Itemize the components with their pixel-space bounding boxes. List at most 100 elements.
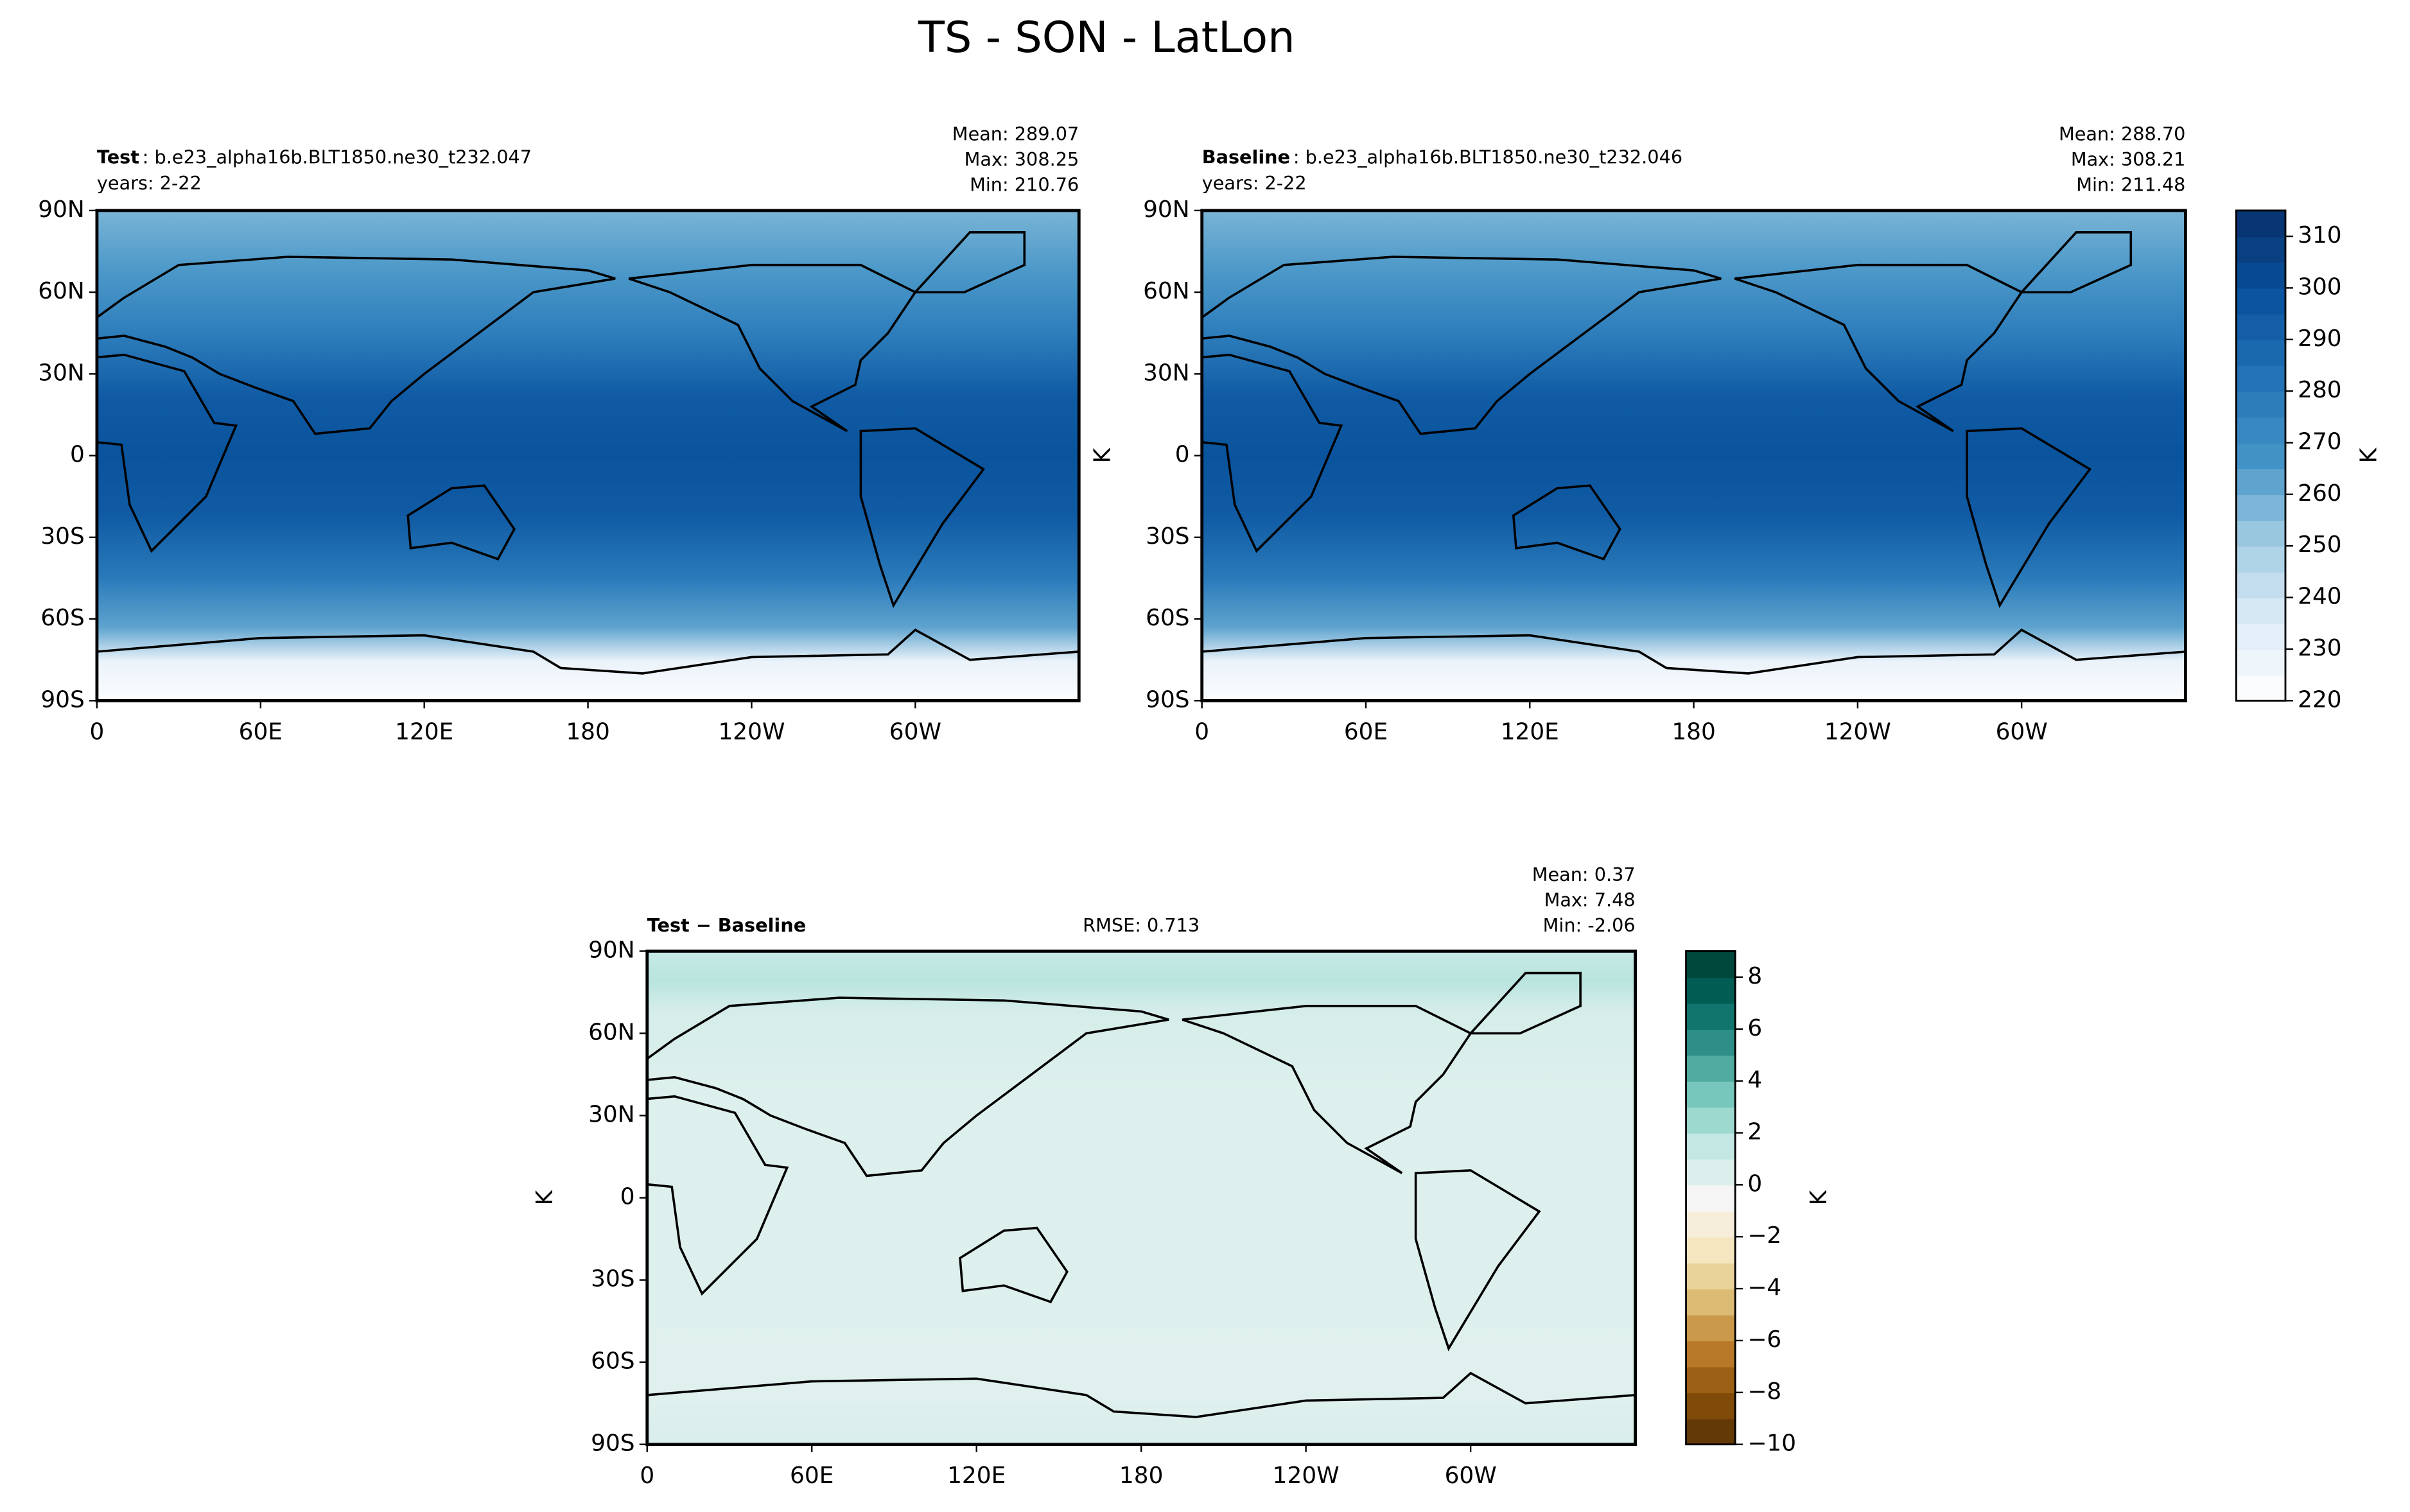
colorbar-level	[2236, 597, 2285, 624]
colorbar-level	[2236, 442, 2285, 469]
colorbar-level	[1686, 1314, 1736, 1342]
colorbar-tick-label: 270	[2298, 429, 2341, 455]
colorbar-tick-label: 280	[2298, 377, 2341, 403]
colorbar-tick-label: 4	[1747, 1067, 1762, 1093]
y-tick-label: 60N	[588, 1019, 635, 1045]
colorbar-tick-label: 290	[2298, 326, 2341, 352]
colorbar-tick-label: 6	[1747, 1015, 1762, 1041]
y-tick-label: 90N	[588, 937, 635, 963]
figure-title: TS - SON - LatLon	[918, 12, 1295, 62]
colorbar-tick-label: 310	[2298, 222, 2341, 248]
coastline	[1201, 256, 1722, 435]
y-tick-label: 60S	[1146, 605, 1189, 631]
colorbar-level	[1686, 1029, 1736, 1056]
y-tick-label: 30N	[588, 1102, 635, 1128]
colorbar-level	[2236, 675, 2285, 702]
y-tick-label: 60S	[40, 605, 84, 631]
coastline	[96, 256, 616, 435]
colorbar-level	[2236, 494, 2285, 521]
y-tick-label: 30N	[38, 360, 84, 386]
x-tick-label: 0	[90, 719, 105, 745]
case-name: : b.e23_alpha16b.BLT1850.ne30_t232.047	[143, 146, 532, 168]
colorbar-level	[1686, 1158, 1736, 1186]
coastline	[1201, 628, 2186, 701]
colorbar-tick-label: 250	[2298, 532, 2341, 558]
colorbar-level	[1686, 1366, 1736, 1394]
x-tick-label: 60W	[1445, 1463, 1497, 1489]
colorbar-level	[2236, 210, 2285, 238]
y-tick-label: 0	[1175, 442, 1190, 468]
colorbar-level	[1686, 977, 1736, 1004]
colorbar-level	[2236, 339, 2285, 367]
colorbar-level	[1686, 1418, 1736, 1445]
colorbar-level	[2236, 262, 2285, 289]
y-tick-label: 0	[620, 1184, 635, 1210]
colorbar-level	[1686, 1237, 1736, 1264]
colorbar-tick-label: −8	[1747, 1378, 1781, 1405]
coastline	[2019, 231, 2133, 293]
colorbar-level	[2236, 468, 2285, 496]
x-tick-label: 60W	[1996, 719, 2048, 745]
y-axis-label: K	[532, 1189, 558, 1205]
case-name: : b.e23_alpha16b.BLT1850.ne30_t232.046	[1293, 146, 1682, 168]
colorbar-level	[2236, 623, 2285, 650]
colorbar-level	[1686, 1185, 1736, 1212]
stat: Min: -2.06	[1543, 914, 1636, 936]
land	[96, 231, 1079, 701]
y-tick-label: 90S	[1146, 686, 1189, 713]
stat: Mean: 0.37	[1532, 864, 1636, 885]
y-tick-label: 60N	[1143, 278, 1189, 304]
coastline	[1966, 427, 2092, 609]
y-tick-label: 30S	[591, 1266, 634, 1292]
colorbar-level	[1686, 951, 1736, 978]
stat: Min: 210.76	[970, 174, 1079, 196]
rmse: RMSE: 0.713	[1083, 914, 1200, 936]
panel-label: Baseline	[1202, 146, 1290, 168]
coastline	[1414, 1169, 1541, 1351]
coastline	[96, 628, 1079, 701]
x-tick-label: 120W	[719, 719, 785, 745]
x-tick-label: 0	[1194, 719, 1209, 745]
colorbar-tick-label: 300	[2298, 274, 2341, 300]
y-tick-label: 60S	[591, 1348, 634, 1375]
y-tick-label: 30N	[1143, 360, 1189, 386]
colorbar-tick-label: −10	[1747, 1430, 1796, 1457]
years: years: 2-22	[97, 172, 202, 194]
colorbar-label: K	[1806, 1189, 1832, 1205]
colorbar-level	[2236, 365, 2285, 392]
land	[1201, 231, 2186, 701]
panel-label: Test	[97, 146, 139, 168]
colorbar-level	[1686, 1289, 1736, 1316]
colorbar-level	[1686, 1081, 1736, 1108]
colorbar-frame	[1685, 950, 1736, 1446]
coastline	[647, 1371, 1636, 1445]
x-tick-label: 120W	[1273, 1463, 1340, 1489]
colorbar-level	[1686, 1262, 1736, 1290]
colorbar-level	[1686, 1107, 1736, 1134]
colorbar-tick-label: −4	[1747, 1274, 1781, 1301]
stat: Max: 308.25	[965, 148, 1079, 170]
x-tick-label: 120E	[947, 1463, 1006, 1489]
y-axis-label: K	[1090, 447, 1116, 463]
coastline	[1512, 484, 1621, 560]
colorbar-tick-label: 230	[2298, 635, 2341, 661]
colorbar-level	[1686, 1003, 1736, 1030]
colorbar-level	[2236, 288, 2285, 315]
colorbar-level	[2236, 520, 2285, 547]
colorbar-tick-label: −6	[1747, 1326, 1781, 1353]
colorbar-tick-label: 8	[1747, 963, 1762, 989]
x-tick-label: 180	[566, 719, 609, 745]
y-tick-label: 90S	[40, 686, 84, 713]
coastline	[647, 996, 1169, 1177]
x-tick-label: 180	[1119, 1463, 1163, 1489]
coastline	[406, 484, 516, 560]
years: years: 2-22	[1202, 172, 1307, 194]
colorbar-tick-label: 220	[2298, 686, 2341, 713]
coastline	[959, 1226, 1069, 1303]
colorbar-tick-label: 260	[2298, 480, 2341, 507]
coastline	[1734, 263, 2023, 433]
x-tick-label: 120W	[1824, 719, 1891, 745]
colorbar-level	[2236, 236, 2285, 263]
coastline	[859, 427, 986, 609]
